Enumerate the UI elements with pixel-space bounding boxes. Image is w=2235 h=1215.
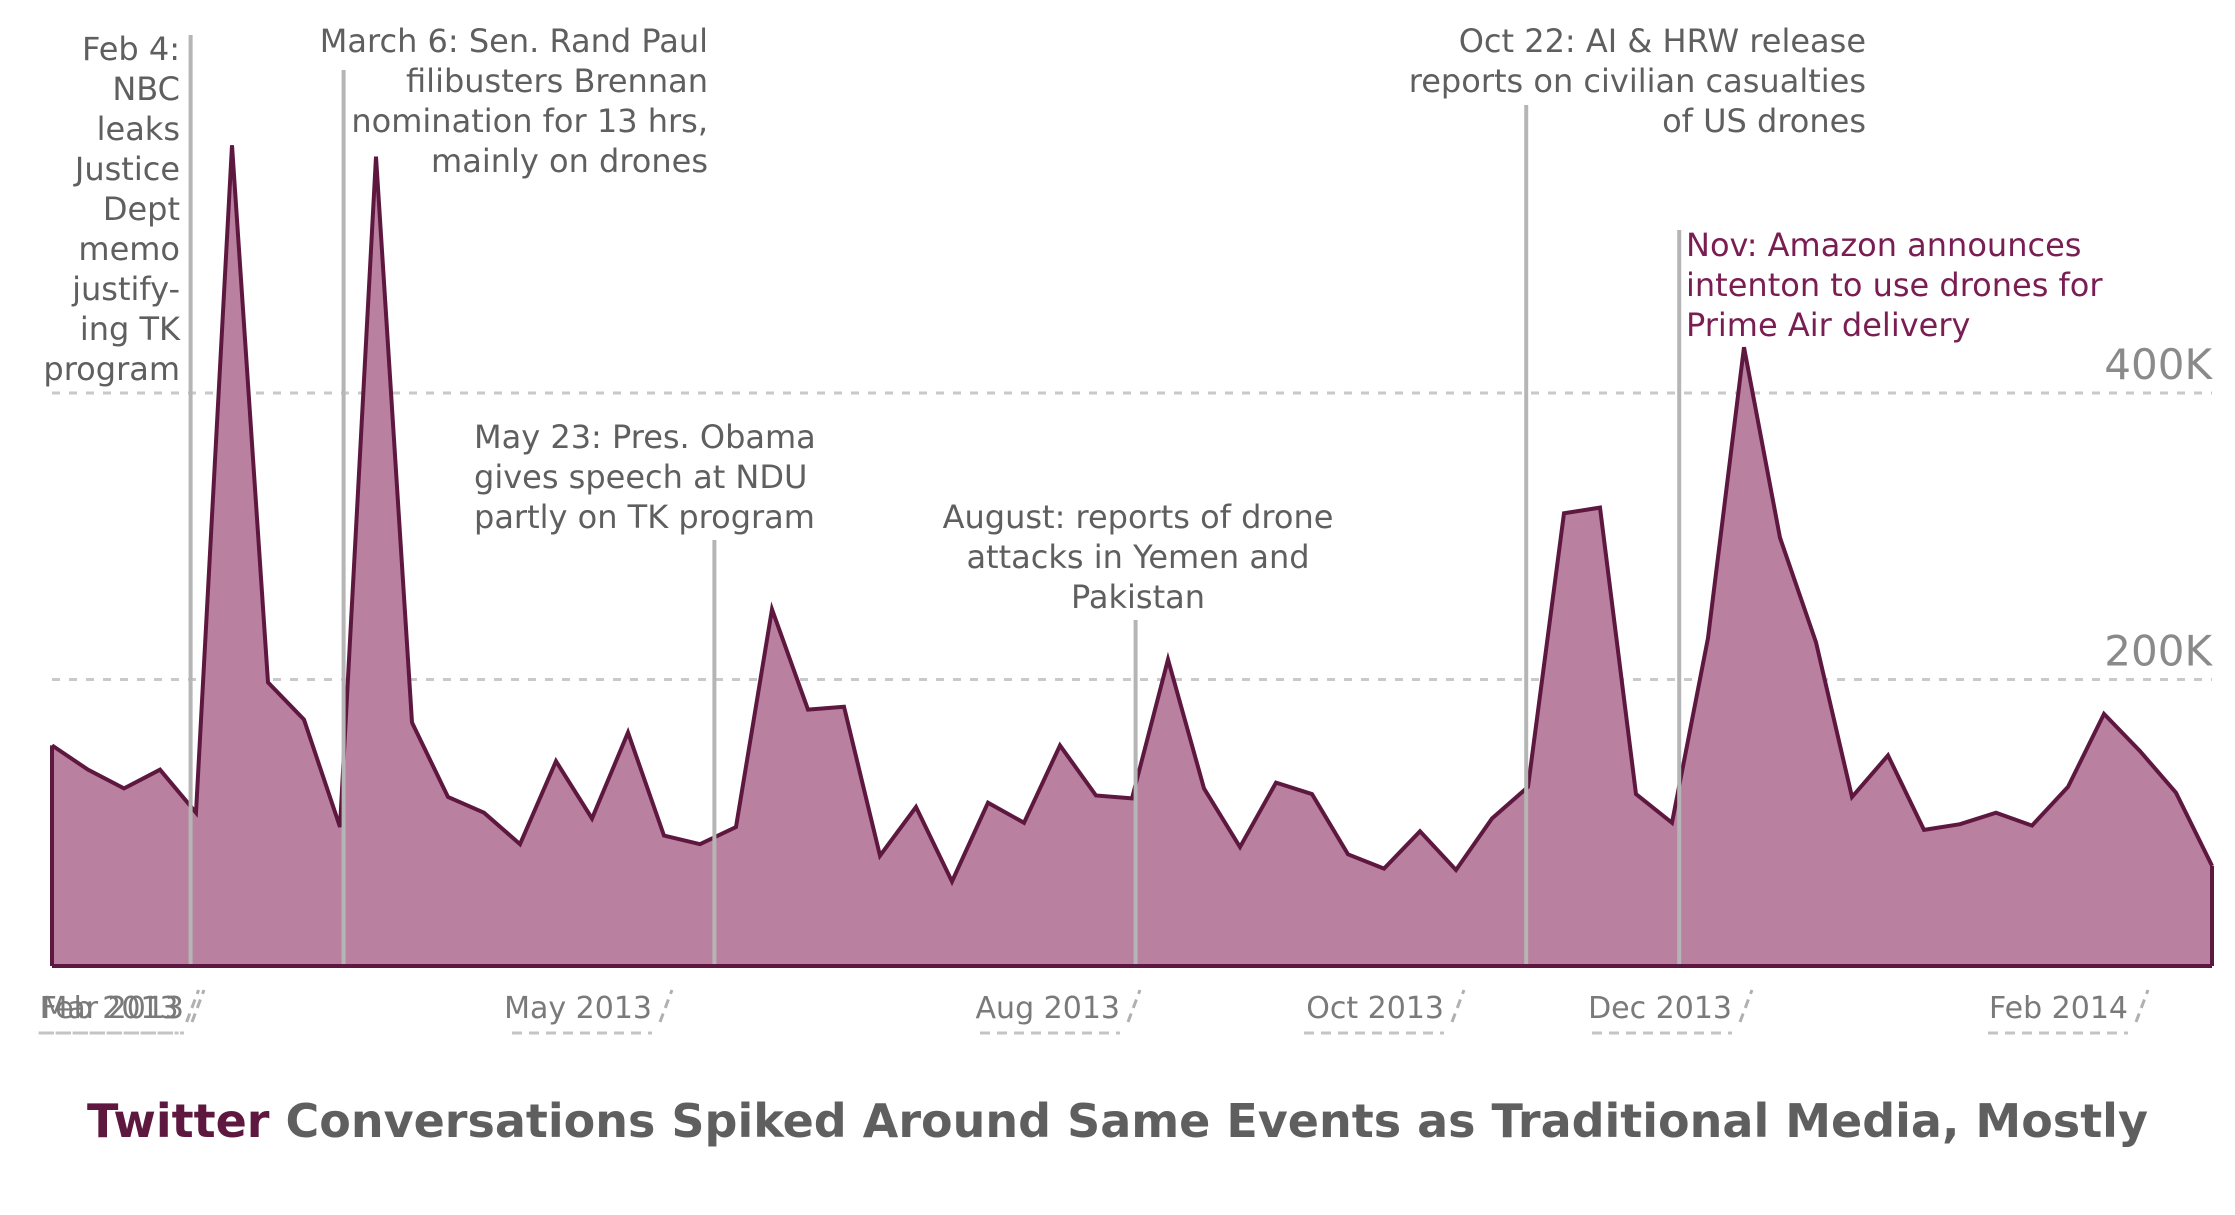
- x-tick-mark: [185, 989, 201, 1023]
- event-lines: [188, 35, 1682, 966]
- chart-title-rest: Conversations Spiked Around Same Events …: [269, 1094, 2148, 1148]
- y-tick-label: 400K: [2104, 340, 2213, 389]
- annotation-ai-hrw-line-text: Oct 22: AI & HRW release: [1459, 22, 1866, 60]
- annotation-yemen-pakistan-line-text: Pakistan: [1071, 578, 1205, 616]
- annotation-amazon-line-text: Nov: Amazon announces: [1686, 226, 2081, 264]
- x-tick-mark: [1450, 989, 1466, 1023]
- chart-title: Twitter Conversations Spiked Around Same…: [0, 1095, 2235, 1147]
- annotation-nbc-memo-line-text: program: [43, 350, 180, 388]
- annotation-nbc-memo-line-text: ing TK: [80, 310, 181, 348]
- area-fill: [52, 145, 2212, 966]
- annotation-nbc-memo-line-text: Feb 4:: [82, 30, 180, 68]
- area-outline: [50, 145, 2214, 887]
- annotation-nbc-memo-line-text: memo: [78, 230, 180, 268]
- chart-title-accent: Twitter: [87, 1094, 270, 1148]
- annotation-obama-ndu: May 23: Pres. Obama gives speech at NDU pa…: [474, 418, 816, 536]
- annotation-obama-ndu-line-text: gives speech at NDU: [474, 458, 807, 496]
- x-tick-mark: [190, 989, 206, 1023]
- annotation-amazon: Nov: Amazon announces intenton to use dro…: [1686, 226, 2103, 344]
- annotation-obama-ndu-line-text: May 23: Pres. Obama: [474, 418, 816, 456]
- x-tick-mark: [2134, 989, 2150, 1023]
- annotation-rand-paul-line-text: nomination for 13 hrs,: [351, 102, 708, 140]
- y-tick-label: 200K: [2104, 627, 2213, 676]
- x-tick-label: Mar 2013: [42, 991, 185, 1026]
- annotation-rand-paul-line-text: mainly on drones: [431, 142, 708, 180]
- x-tick-label: Oct 2013: [1306, 991, 1444, 1026]
- x-tick-label: Feb 2013: [40, 991, 179, 1026]
- x-tick-label: Aug 2013: [976, 991, 1120, 1026]
- x-tick-mark: [1126, 989, 1142, 1023]
- annotation-rand-paul: March 6: Sen. Rand Paul filibusters Brenn…: [320, 22, 708, 180]
- annotation-nbc-memo-line-text: Justice: [73, 150, 180, 188]
- annotation-nbc-memo-line-text: leaks: [97, 110, 180, 148]
- annotation-nbc-memo: Feb 4: NBC leaks Justice Dept memo justify-ing…: [43, 30, 181, 388]
- x-tick-label: Dec 2013: [1588, 991, 1732, 1026]
- x-tick-label: May 2013: [504, 991, 652, 1026]
- x-tick-mark: [1738, 989, 1754, 1023]
- annotation-yemen-pakistan-line-text: attacks in Yemen and: [966, 538, 1309, 576]
- annotation-ai-hrw-line-text: of US drones: [1662, 102, 1866, 140]
- annotation-yemen-pakistan-line-text: August: reports of drone: [943, 498, 1334, 536]
- annotation-nbc-memo-line-text: NBC: [112, 70, 180, 108]
- x-tick-label: Feb 2014: [1989, 991, 2128, 1026]
- annotation-obama-ndu-line-text: partly on TK program: [474, 498, 815, 536]
- annotation-amazon-line-text: intenton to use drones for: [1686, 266, 2103, 304]
- annotation-ai-hrw-line-text: reports on civilian casualties: [1409, 62, 1866, 100]
- annotation-rand-paul-line-text: filibusters Brennan: [406, 62, 708, 100]
- annotation-yemen-pakistan: August: reports of drone attacks in Yemen…: [943, 498, 1334, 616]
- annotations: Feb 4: NBC leaks Justice Dept memo justify-ing…: [43, 22, 2103, 616]
- annotation-amazon-line-text: Prime Air delivery: [1686, 306, 1970, 344]
- annotation-rand-paul-line-text: March 6: Sen. Rand Paul: [320, 22, 708, 60]
- x-tick-mark: [658, 989, 674, 1023]
- twitter-volume-area: [50, 145, 2214, 966]
- annotation-nbc-memo-line-text: justify-: [71, 270, 180, 308]
- annotation-ai-hrw: Oct 22: AI & HRW release reports on civil…: [1409, 22, 1866, 140]
- gridlines: 200K 400K: [52, 340, 2213, 681]
- annotation-nbc-memo-line-text: Dept: [103, 190, 180, 228]
